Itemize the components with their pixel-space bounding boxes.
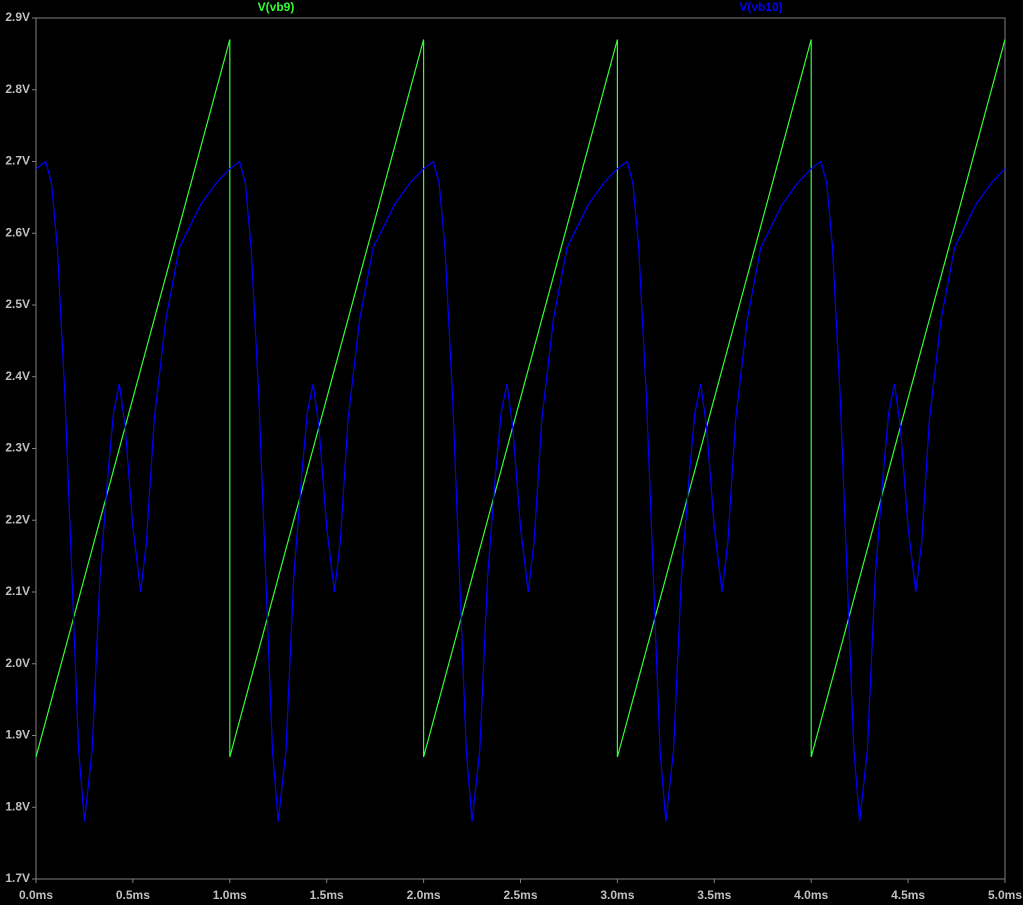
y-tick-label: 2.4V (5, 369, 30, 383)
y-tick-label: 1.7V (5, 871, 30, 885)
x-tick-label: 3.5ms (697, 888, 731, 902)
series-line (35, 160, 1006, 822)
y-tick-label: 2.9V (5, 10, 30, 24)
legend-label: V(vb10) (739, 0, 782, 14)
x-tick-label: 4.0ms (794, 888, 828, 902)
y-tick-label: 2.2V (5, 512, 30, 526)
x-tick-label: 2.0ms (407, 888, 441, 902)
x-tick-label: 2.5ms (503, 888, 537, 902)
x-tick-label: 1.0ms (213, 888, 247, 902)
x-tick-label: 1.5ms (310, 888, 344, 902)
y-tick-label: 2.0V (5, 656, 30, 670)
y-tick-label: 2.8V (5, 82, 30, 96)
y-tick-label: 2.6V (5, 225, 30, 239)
y-tick-label: 2.5V (5, 297, 30, 311)
y-tick-label: 1.8V (5, 799, 30, 813)
x-tick-label: 3.0ms (600, 888, 634, 902)
series-line (35, 39, 1006, 758)
y-tick-label: 2.1V (5, 584, 30, 598)
legend-label: V(vb9) (258, 0, 295, 14)
x-tick-label: 4.5ms (891, 888, 925, 902)
y-tick-label: 2.3V (5, 441, 30, 455)
y-tick-label: 1.9V (5, 728, 30, 742)
x-tick-label: 0.0ms (19, 888, 53, 902)
y-tick-label: 2.7V (5, 154, 30, 168)
x-tick-label: 0.5ms (116, 888, 150, 902)
x-tick-label: 5.0ms (988, 888, 1022, 902)
